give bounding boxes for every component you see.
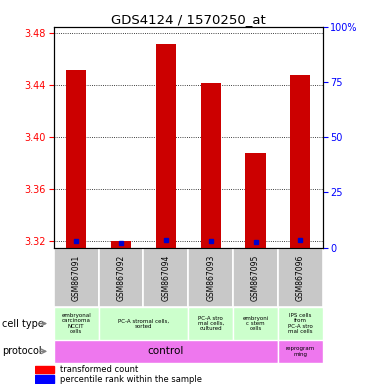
- Text: GSM867093: GSM867093: [206, 254, 215, 301]
- Text: reprogram
ming: reprogram ming: [286, 346, 315, 357]
- Text: embryoni
c stem
cells: embryoni c stem cells: [242, 316, 269, 331]
- Bar: [66, 70, 86, 248]
- Text: protocol: protocol: [2, 346, 42, 356]
- Bar: [54, 248, 99, 307]
- Bar: [246, 153, 266, 248]
- Text: IPS cells
from
PC-A stro
mal cells: IPS cells from PC-A stro mal cells: [288, 313, 313, 334]
- Bar: [233, 248, 278, 307]
- Title: GDS4124 / 1570250_at: GDS4124 / 1570250_at: [111, 13, 266, 26]
- Text: PC-A stro
mal cells,
cultured: PC-A stro mal cells, cultured: [198, 316, 224, 331]
- Text: GSM867096: GSM867096: [296, 254, 305, 301]
- Bar: [156, 44, 176, 248]
- Text: GSM867094: GSM867094: [161, 254, 170, 301]
- Bar: [111, 241, 131, 248]
- Text: cell type: cell type: [2, 318, 44, 329]
- Text: embryonal
carcinoma
NCCIT
cells: embryonal carcinoma NCCIT cells: [61, 313, 91, 334]
- Bar: [278, 340, 323, 363]
- Text: transformed count: transformed count: [60, 365, 138, 374]
- Bar: [188, 307, 233, 340]
- Bar: [188, 248, 233, 307]
- Bar: [233, 307, 278, 340]
- Text: GSM867095: GSM867095: [251, 254, 260, 301]
- Bar: [290, 75, 311, 248]
- Bar: [99, 248, 144, 307]
- Text: PC-A stromal cells,
sorted: PC-A stromal cells, sorted: [118, 318, 169, 329]
- Bar: [278, 307, 323, 340]
- Bar: [35, 366, 53, 373]
- Bar: [54, 307, 99, 340]
- Text: GSM867092: GSM867092: [116, 254, 125, 301]
- Bar: [99, 307, 188, 340]
- Bar: [54, 340, 278, 363]
- Text: percentile rank within the sample: percentile rank within the sample: [60, 375, 202, 384]
- Bar: [278, 248, 323, 307]
- Text: GSM867091: GSM867091: [72, 254, 81, 301]
- Bar: [35, 376, 53, 383]
- Text: control: control: [148, 346, 184, 356]
- Bar: [144, 248, 188, 307]
- Bar: [201, 83, 221, 248]
